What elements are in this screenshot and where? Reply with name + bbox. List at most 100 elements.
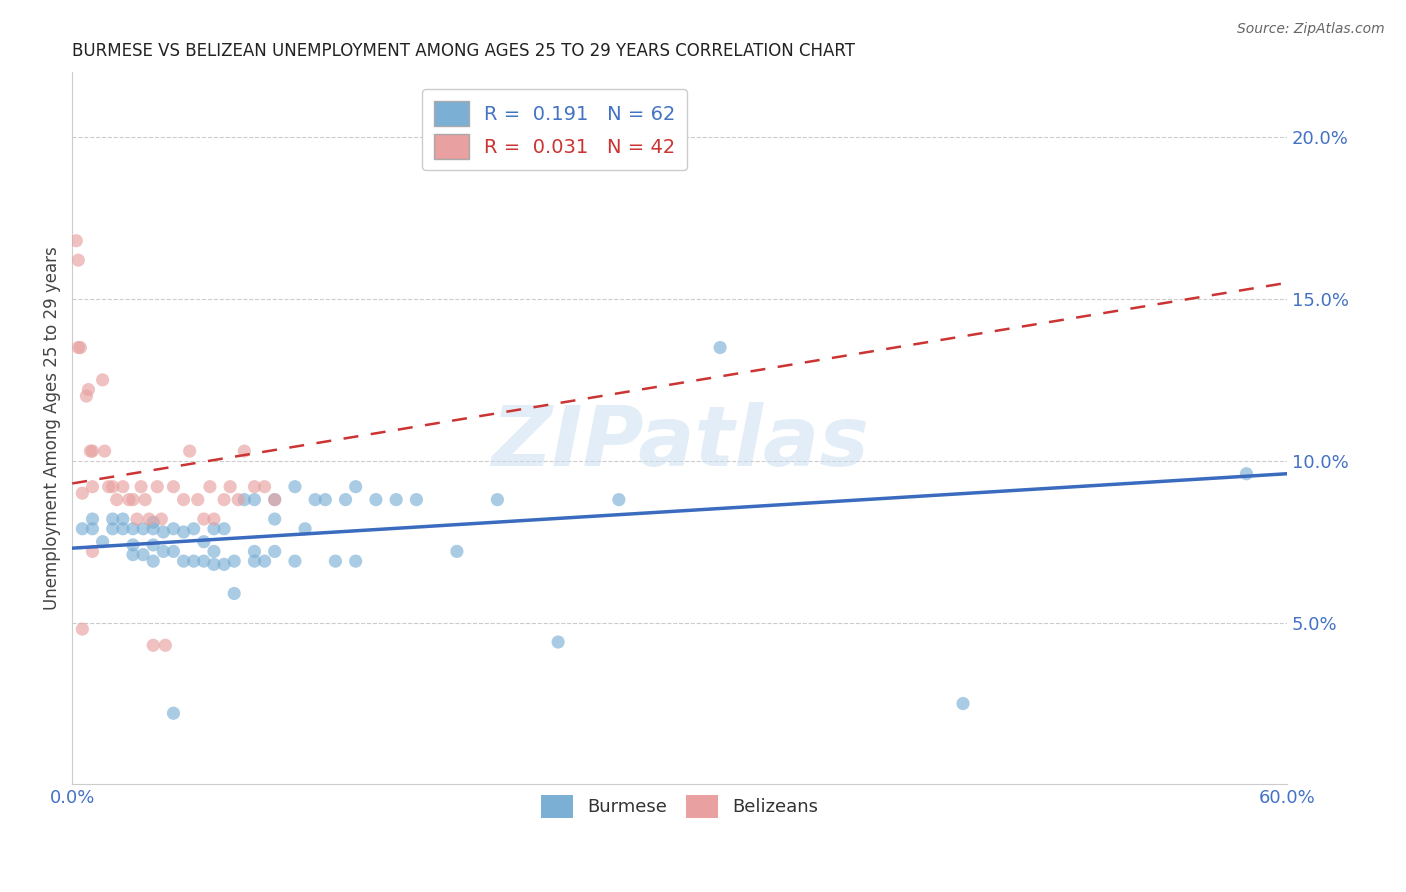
Point bbox=[122, 522, 145, 536]
Point bbox=[72, 522, 94, 536]
Point bbox=[125, 512, 148, 526]
Point bbox=[243, 480, 266, 494]
Point bbox=[364, 492, 387, 507]
Point bbox=[138, 512, 160, 526]
Point bbox=[132, 548, 155, 562]
Point bbox=[118, 492, 141, 507]
Point bbox=[162, 706, 184, 721]
Point bbox=[142, 522, 165, 536]
Point bbox=[284, 480, 307, 494]
Point bbox=[344, 480, 367, 494]
Point bbox=[547, 635, 569, 649]
Point bbox=[314, 492, 336, 507]
Point bbox=[202, 512, 225, 526]
Point bbox=[82, 544, 104, 558]
Point bbox=[212, 522, 235, 536]
Point bbox=[173, 524, 195, 539]
Point bbox=[263, 492, 285, 507]
Point bbox=[67, 341, 90, 355]
Point bbox=[179, 444, 201, 458]
Point bbox=[183, 522, 205, 536]
Point bbox=[67, 253, 90, 268]
Point bbox=[335, 492, 357, 507]
Point bbox=[77, 383, 100, 397]
Text: ZIPatlas: ZIPatlas bbox=[491, 402, 869, 483]
Point bbox=[69, 341, 91, 355]
Point bbox=[97, 480, 120, 494]
Text: BURMESE VS BELIZEAN UNEMPLOYMENT AMONG AGES 25 TO 29 YEARS CORRELATION CHART: BURMESE VS BELIZEAN UNEMPLOYMENT AMONG A… bbox=[72, 42, 855, 60]
Point bbox=[82, 480, 104, 494]
Point bbox=[122, 492, 145, 507]
Point bbox=[212, 558, 235, 572]
Point bbox=[173, 492, 195, 507]
Point bbox=[79, 444, 101, 458]
Point bbox=[253, 480, 276, 494]
Point bbox=[224, 554, 246, 568]
Point bbox=[134, 492, 156, 507]
Point bbox=[93, 444, 115, 458]
Point bbox=[263, 544, 285, 558]
Point bbox=[325, 554, 347, 568]
Point bbox=[193, 554, 215, 568]
Point bbox=[75, 389, 97, 403]
Point bbox=[202, 522, 225, 536]
Point bbox=[101, 522, 124, 536]
Point bbox=[193, 534, 215, 549]
Point bbox=[91, 534, 114, 549]
Point bbox=[202, 558, 225, 572]
Point bbox=[173, 554, 195, 568]
Point bbox=[82, 444, 104, 458]
Point bbox=[129, 480, 152, 494]
Point bbox=[263, 512, 285, 526]
Point bbox=[243, 492, 266, 507]
Point bbox=[284, 554, 307, 568]
Point bbox=[162, 480, 184, 494]
Point bbox=[101, 512, 124, 526]
Point bbox=[122, 548, 145, 562]
Point bbox=[709, 341, 731, 355]
Point bbox=[162, 544, 184, 558]
Point bbox=[263, 492, 285, 507]
Point bbox=[233, 444, 256, 458]
Point bbox=[150, 512, 173, 526]
Point bbox=[219, 480, 242, 494]
Point bbox=[193, 512, 215, 526]
Point bbox=[72, 622, 94, 636]
Point bbox=[82, 512, 104, 526]
Point bbox=[226, 492, 249, 507]
Point bbox=[105, 492, 128, 507]
Point bbox=[91, 373, 114, 387]
Point bbox=[152, 524, 174, 539]
Point bbox=[111, 522, 134, 536]
Point bbox=[142, 554, 165, 568]
Point bbox=[202, 544, 225, 558]
Point bbox=[198, 480, 221, 494]
Point bbox=[146, 480, 169, 494]
Point bbox=[142, 538, 165, 552]
Point bbox=[162, 522, 184, 536]
Point bbox=[385, 492, 408, 507]
Point bbox=[152, 544, 174, 558]
Point bbox=[607, 492, 630, 507]
Point bbox=[132, 522, 155, 536]
Point bbox=[405, 492, 427, 507]
Point bbox=[486, 492, 509, 507]
Point bbox=[1236, 467, 1258, 481]
Point bbox=[142, 516, 165, 530]
Point bbox=[122, 538, 145, 552]
Point bbox=[65, 234, 87, 248]
Point bbox=[101, 480, 124, 494]
Point bbox=[952, 697, 974, 711]
Y-axis label: Unemployment Among Ages 25 to 29 years: Unemployment Among Ages 25 to 29 years bbox=[44, 246, 60, 610]
Point bbox=[187, 492, 209, 507]
Point bbox=[212, 492, 235, 507]
Point bbox=[82, 522, 104, 536]
Point bbox=[243, 544, 266, 558]
Point bbox=[183, 554, 205, 568]
Point bbox=[243, 554, 266, 568]
Point bbox=[142, 638, 165, 652]
Point bbox=[233, 492, 256, 507]
Point bbox=[294, 522, 316, 536]
Legend: Burmese, Belizeans: Burmese, Belizeans bbox=[533, 788, 825, 825]
Point bbox=[446, 544, 468, 558]
